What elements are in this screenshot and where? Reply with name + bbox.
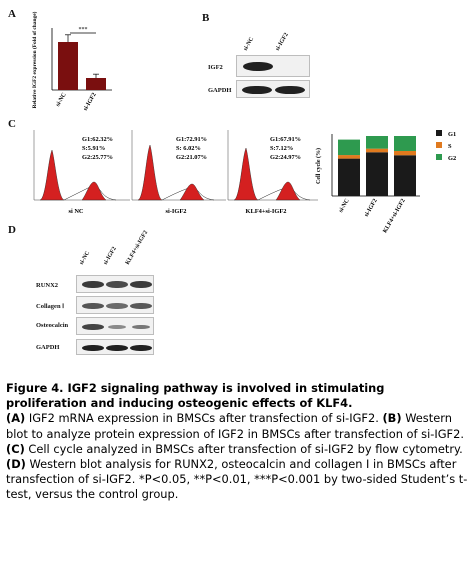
legend-g2-label: G2 [448,155,456,162]
stack-bar-2-g2 [366,136,388,149]
stack-bar-3-s [394,150,416,156]
band-collagen-1 [82,303,104,309]
band-igf2-sinc [243,62,273,71]
band-gapdh-d2 [106,345,128,351]
panel-c-ylabel: Cell cycle (%) [315,148,322,184]
band-collagen-2 [106,303,128,309]
panel-a-letter: A [8,8,16,20]
hist-2-g2: G2:21.07% [176,154,207,161]
hist-3-s: S:7.12% [270,145,293,152]
stack-bar-2-s [366,148,388,153]
panel-d-blot-gapdh [76,339,154,355]
hist-3-g1: G1:67.91% [270,136,301,143]
panel-a-ylabel: Relative IGF2 expression (Fold of change… [31,11,38,108]
legend-s-swatch [436,142,442,148]
panel-d-row-osteocalcin: Osteocalcin [36,322,69,329]
band-osteocalcin-1 [82,324,104,330]
panel-a-xtick-1: si-NC [55,92,68,108]
panel-c-xtick-3: KLF4+si-IGF2 [382,198,406,234]
panel-c-stacked-chart [331,134,420,197]
panel-c-xtick-1: si-NC [338,198,351,214]
legend-s-label: S [448,143,452,150]
band-runx2-2 [106,281,128,288]
band-collagen-3 [130,303,152,309]
figure-svg: *** Relative IGF2 expression (Fold of ch… [31,11,456,234]
caption-body: (A) IGF2 mRNA expression in BMSCs after … [6,411,468,502]
hist-1-label: si NC [68,208,83,215]
panel-b-letter: B [202,12,210,24]
panel-b-blot-gapdh [236,80,310,98]
panel-a-bar-1 [58,42,78,90]
panel-c-letter: C [8,118,16,130]
panel-a-xtick-2: si-IGF2 [83,92,98,112]
legend-g1-label: G1 [448,131,456,138]
hist-2-s: S: 6.02% [176,145,201,152]
hist-1-s: S:5.91% [82,145,105,152]
histogram-2 [131,130,226,201]
stack-bar-3-g1 [394,155,416,196]
stack-bar-1-s [338,155,360,159]
band-gapdh-d1 [82,345,104,351]
hist-2-label: si-IGF2 [166,208,187,215]
hist-3-g2: G2:24.97% [270,154,301,161]
hist-2-g1: G1:72.91% [176,136,207,143]
band-gapdh-1 [242,86,272,94]
significance-stars: *** [79,27,88,33]
stack-bar-1-g1 [338,158,360,196]
panel-a-chart [51,28,112,91]
histogram-1 [33,130,130,201]
panel-b-row-igf2: IGF2 [208,64,223,71]
stack-bar-3-g2 [394,136,416,151]
panel-d-blot-collagen [76,296,154,314]
band-gapdh-2 [275,86,305,94]
histogram-3 [227,130,318,201]
panel-a-bar-2 [86,78,106,90]
figure-caption: Figure 4. IGF2 signaling pathway is invo… [6,381,468,503]
hist-1-g2: G2:25.77% [82,154,113,161]
hist-1-g1: G1:62.32% [82,136,113,143]
stack-bar-1-g2 [338,139,360,156]
caption-title: Figure 4. IGF2 signaling pathway is invo… [6,381,385,411]
panel-d-row-gapdh: GAPDH [36,344,60,351]
panel-d-row-runx2: RUNX2 [36,282,59,289]
panel-c-xtick-2: si-IGF2 [364,198,379,218]
panel-b-blot-igf2 [236,55,310,77]
panel-d-blot-osteocalcin [76,317,154,335]
legend-g2-swatch [436,154,442,160]
band-osteocalcin-3 [132,325,150,329]
panel-d-row-collagen: Collagen Ⅰ [36,303,65,310]
panel-d-blot-runx2 [76,275,154,293]
panel-d-letter: D [8,224,16,236]
panel-c-legend: G1 S G2 [436,130,456,162]
band-osteocalcin-2 [108,325,126,329]
band-runx2-1 [82,281,104,288]
figure: A *** Relative IGF2 expression (Fold of … [8,8,456,355]
band-runx2-3 [130,281,152,288]
legend-g1-swatch [436,130,442,136]
stack-bar-2-g1 [366,152,388,196]
panel-b-row-gapdh: GAPDH [208,87,232,94]
band-gapdh-d3 [130,345,152,351]
hist-3-label: KLF4+si-IGF2 [246,208,287,215]
